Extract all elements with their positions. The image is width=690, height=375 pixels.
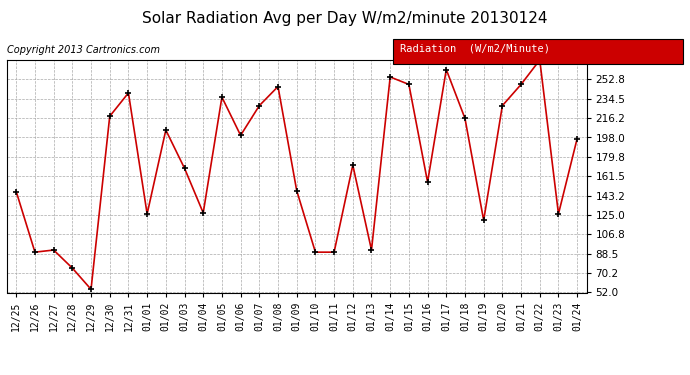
Text: Solar Radiation Avg per Day W/m2/minute 20130124: Solar Radiation Avg per Day W/m2/minute … xyxy=(142,11,548,26)
Text: Radiation  (W/m2/Minute): Radiation (W/m2/Minute) xyxy=(400,43,550,53)
Text: Copyright 2013 Cartronics.com: Copyright 2013 Cartronics.com xyxy=(7,45,160,55)
